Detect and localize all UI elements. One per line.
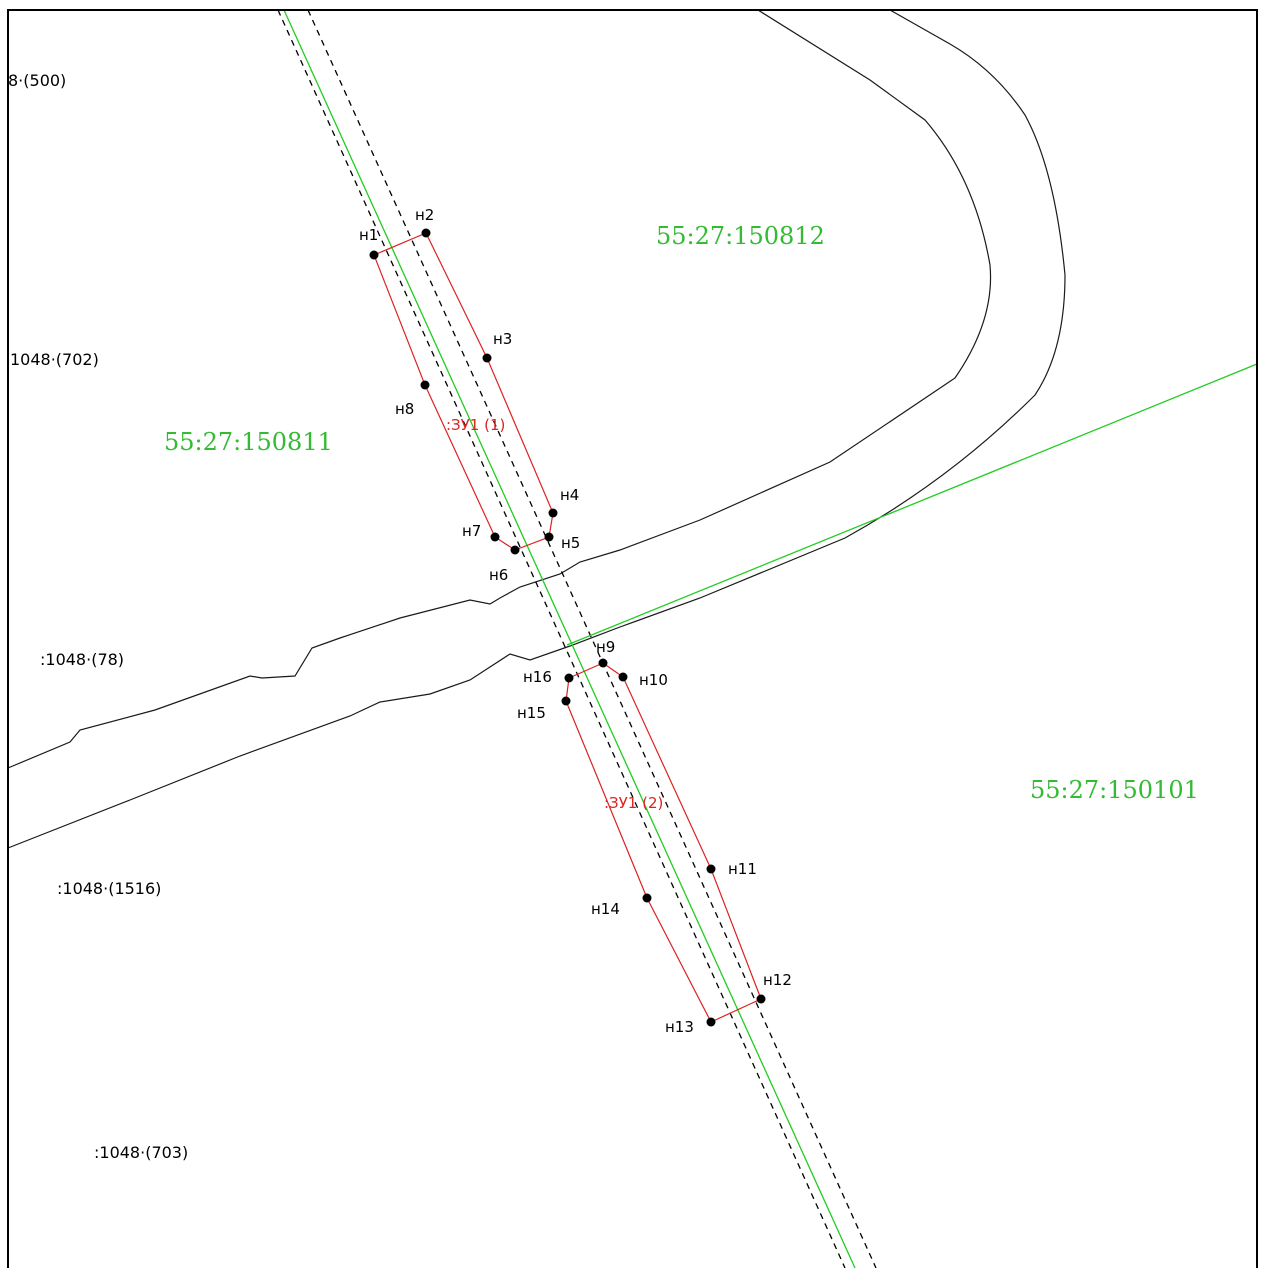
vertex-point bbox=[564, 673, 574, 683]
plot-label-zu1-2: :ЗУ1 (2) bbox=[604, 794, 663, 812]
neighbor-parcel-label-703: :1048·(703) bbox=[94, 1143, 188, 1162]
vertex-label-n13: н13 bbox=[665, 1018, 694, 1036]
road-edge-upper bbox=[7, 9, 992, 769]
vertex-point bbox=[598, 658, 608, 668]
vertex-point bbox=[548, 508, 558, 518]
dashed-boundary-left bbox=[277, 9, 846, 1268]
quarter-label-150811: 55:27:150811 bbox=[164, 428, 333, 456]
vertex-label-n4: н4 bbox=[560, 486, 579, 504]
vertex-label-n6: н6 bbox=[489, 566, 508, 584]
vertex-label-n1: н1 bbox=[359, 226, 378, 244]
quarter-label-150812: 55:27:150812 bbox=[656, 222, 825, 250]
vertex-label-n16: н16 bbox=[523, 668, 552, 686]
vertex-point bbox=[482, 353, 492, 363]
quarter-boundary-line bbox=[283, 9, 856, 1268]
vertex-label-n3: н3 bbox=[493, 330, 512, 348]
plot-boundary-zu1-2 bbox=[565, 662, 762, 1023]
vertex-point bbox=[510, 545, 520, 555]
dashed-boundary-right bbox=[307, 9, 877, 1268]
quarter-label-150101: 55:27:150101 bbox=[1030, 776, 1199, 804]
vertex-label-n15: н15 bbox=[517, 704, 546, 722]
neighbor-parcel-label-500: 8·(500) bbox=[8, 71, 66, 90]
vertex-point bbox=[421, 228, 431, 238]
vertex-point bbox=[369, 250, 379, 260]
vertex-point bbox=[544, 532, 554, 542]
vertex-point bbox=[756, 994, 766, 1004]
vertex-point bbox=[561, 696, 571, 706]
neighbor-parcel-label-702: 1048·(702) bbox=[10, 350, 99, 369]
vertex-point bbox=[642, 893, 652, 903]
map-frame bbox=[7, 9, 1258, 1268]
quarter-boundary-line bbox=[566, 363, 1258, 646]
vertex-label-n11: н11 bbox=[728, 860, 757, 878]
plot-label-zu1-1: :ЗУ1 (1) bbox=[446, 416, 505, 434]
road-edge-lower bbox=[7, 9, 1066, 849]
plot-boundary-zu1-1 bbox=[373, 232, 554, 551]
vertex-label-n5: н5 bbox=[561, 534, 580, 552]
vertex-label-n14: н14 bbox=[591, 900, 620, 918]
vertex-point bbox=[490, 532, 500, 542]
neighbor-parcel-label-78: :1048·(78) bbox=[40, 650, 124, 669]
vertex-point bbox=[706, 864, 716, 874]
vertex-point bbox=[706, 1017, 716, 1027]
vertex-label-n8: н8 bbox=[395, 400, 414, 418]
vertex-label-n12: н12 bbox=[763, 971, 792, 989]
neighbor-parcel-label-1516: :1048·(1516) bbox=[57, 879, 161, 898]
vertex-point bbox=[420, 380, 430, 390]
vertex-label-n2: н2 bbox=[415, 206, 434, 224]
vertex-label-n7: н7 bbox=[462, 522, 481, 540]
vertex-label-n10: н10 bbox=[639, 671, 668, 689]
vertex-point bbox=[618, 672, 628, 682]
vertex-label-n9: н9 bbox=[596, 638, 615, 656]
vertex-points bbox=[369, 228, 766, 1027]
